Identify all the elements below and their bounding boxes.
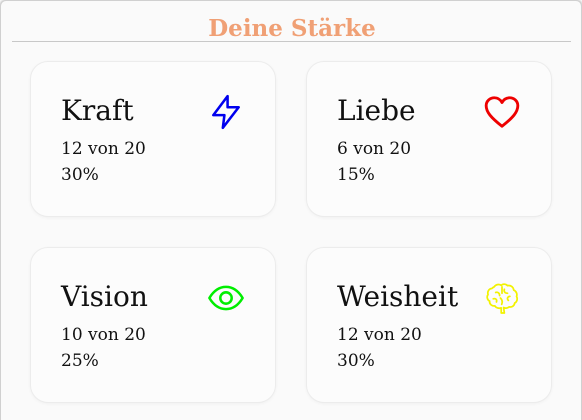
page-title: Deine Stärke (208, 15, 376, 42)
strength-count: 6 von 20 (337, 139, 412, 159)
eye-icon (207, 279, 245, 317)
strength-count: 12 von 20 (337, 325, 422, 345)
strength-percent: 30% (61, 165, 99, 185)
strength-count: 12 von 20 (61, 139, 146, 159)
strength-percent: 15% (337, 165, 375, 185)
strength-percent: 30% (337, 351, 375, 371)
strength-name: Vision (61, 280, 148, 313)
strength-name: Weisheit (337, 280, 459, 313)
heart-icon (483, 93, 521, 131)
strength-card-kraft[interactable]: Kraft 12 von 20 30% (30, 61, 276, 217)
strength-percent: 25% (61, 351, 99, 371)
brain-icon (483, 279, 521, 317)
title-divider (12, 41, 571, 42)
strength-name: Liebe (337, 94, 416, 127)
strength-card-weisheit[interactable]: Weisheit 12 von 20 30% (306, 247, 552, 403)
strength-card-liebe[interactable]: Liebe 6 von 20 15% (306, 61, 552, 217)
lightning-icon (207, 93, 245, 131)
strength-card-vision[interactable]: Vision 10 von 20 25% (30, 247, 276, 403)
strength-name: Kraft (61, 94, 134, 127)
strength-count: 10 von 20 (61, 325, 146, 345)
